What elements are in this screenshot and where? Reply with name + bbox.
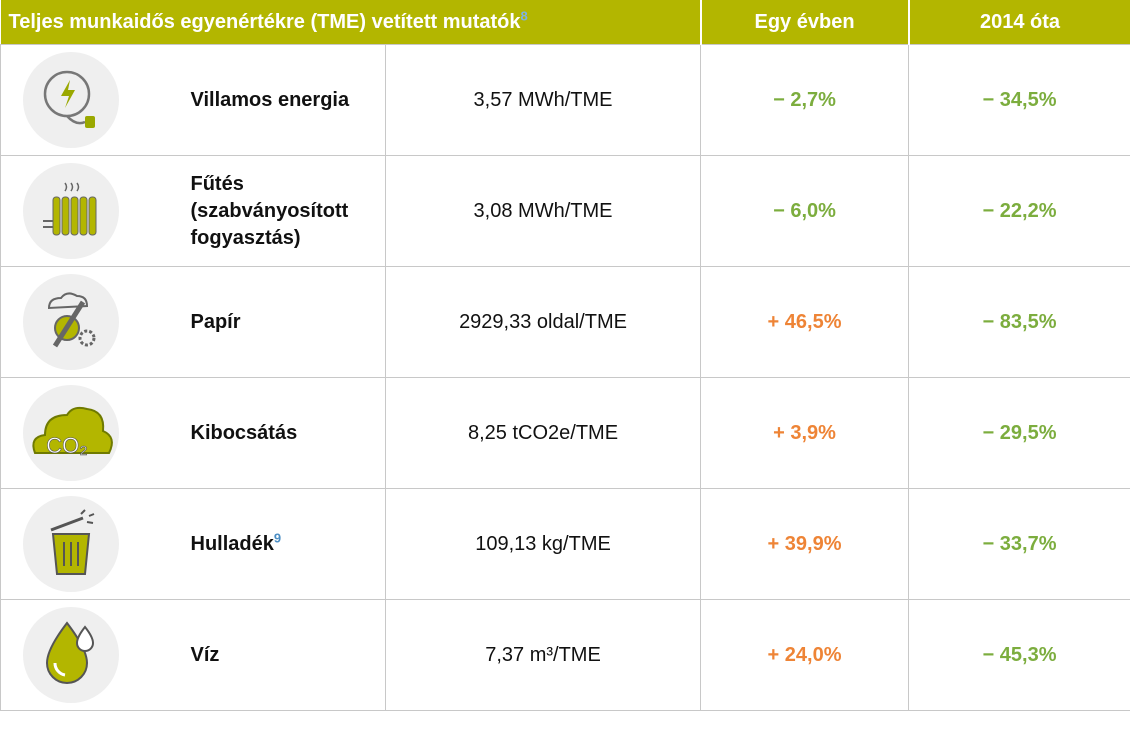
row: Villamos energia 3,57 MWh/TME − 2,7% − 34,5… [0, 44, 1130, 156]
value-cell: 109,13 kg/TME [384, 488, 702, 600]
name-cell: Hulladék9 [175, 488, 386, 600]
change-cell: + 39,9% [700, 488, 910, 600]
header-col: 2014 óta [908, 0, 1130, 45]
change-cell: + 3,9% [700, 377, 910, 489]
icon-cell [0, 599, 176, 711]
icon [23, 52, 119, 148]
label: Kibocsátás [190, 421, 298, 444]
change-cell: − 22,2% [908, 155, 1130, 267]
label: Papír [190, 310, 241, 333]
icon-cell [0, 488, 176, 600]
change-cell: − 29,5% [908, 377, 1130, 489]
value-cell: 3,08 MWh/TME [384, 155, 702, 267]
row: Fűtés (szabványosított fogyasztás) 3,08 M… [0, 155, 1130, 267]
change-cell: − 2,7% [700, 44, 910, 156]
icon-cell [0, 44, 176, 156]
row: CO₂ Kibocsátás 8,25 tCO2e/TME + 3,9% − 29,5% [0, 377, 1130, 489]
change-cell: − 34,5% [908, 44, 1130, 156]
header-row: Teljes munkaidős egyenértékre (TME) vetí… [0, 0, 1130, 45]
svg-text:CO₂: CO₂ [46, 433, 88, 458]
name-cell: Villamos energia [175, 44, 386, 156]
icon: CO₂ [23, 385, 119, 481]
change-cell: + 24,0% [700, 599, 910, 711]
row: Víz 7,37 m³/TME + 24,0% − 45,3% [0, 599, 1130, 711]
icon [23, 496, 119, 592]
header-title: Teljes munkaidős egyenértékre (TME) vetí… [0, 0, 702, 45]
icon [23, 274, 119, 370]
row: Hulladék9 109,13 kg/TME + 39,9% − 33,7% [0, 488, 1130, 600]
icon [23, 163, 119, 259]
icon-cell [0, 155, 176, 267]
label: Hulladék [190, 532, 274, 555]
value-cell: 8,25 tCO2e/TME [384, 377, 702, 489]
name-cell: Fűtés (szabványosított fogyasztás) [175, 155, 386, 267]
header-title-text: Teljes munkaidős egyenértékre (TME) vetí… [8, 10, 521, 33]
icon-cell [0, 266, 176, 378]
value-cell: 2929,33 oldal/TME [384, 266, 702, 378]
footnote: 9 [273, 529, 282, 545]
name-cell: Kibocsátás [175, 377, 386, 489]
icon [23, 607, 119, 703]
icon-cell: CO₂ [0, 377, 176, 489]
value-cell: 7,37 m³/TME [384, 599, 702, 711]
label: Fűtés (szabványosított fogyasztás) [190, 172, 349, 249]
row: Papír 2929,33 oldal/TME + 46,5% − 83,5% [0, 266, 1130, 378]
header-col: Egy évben [700, 0, 910, 45]
name-cell: Víz [175, 599, 386, 711]
change-cell: − 6,0% [700, 155, 910, 267]
change-cell: + 46,5% [700, 266, 910, 378]
name-cell: Papír [175, 266, 386, 378]
indicator-table: Teljes munkaidős egyenértékre (TME) vetí… [0, 0, 1130, 711]
footnote: 8 [520, 7, 528, 23]
label: Villamos energia [190, 88, 350, 111]
change-cell: − 83,5% [908, 266, 1130, 378]
label: Víz [190, 643, 220, 666]
change-cell: − 33,7% [908, 488, 1130, 600]
change-cell: − 45,3% [908, 599, 1130, 711]
value-cell: 3,57 MWh/TME [384, 44, 702, 156]
